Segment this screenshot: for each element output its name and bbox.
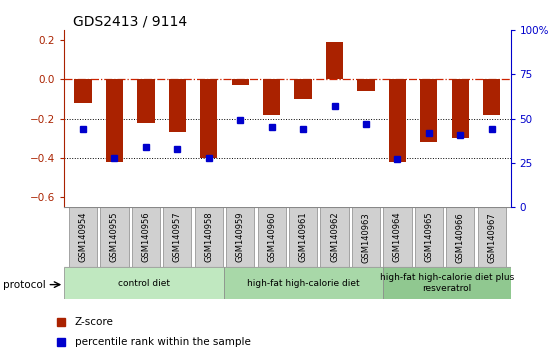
Bar [326, 42, 343, 79]
Text: GSM140955: GSM140955 [110, 212, 119, 262]
Text: high-fat high-calorie diet plus
resveratrol: high-fat high-calorie diet plus resverat… [379, 274, 514, 293]
Bar [420, 79, 437, 142]
Bar [169, 79, 186, 132]
Bar [195, 207, 223, 267]
Bar [478, 207, 506, 267]
Bar [224, 267, 383, 299]
Bar [451, 79, 469, 138]
Text: GSM140964: GSM140964 [393, 212, 402, 263]
Text: protocol: protocol [3, 280, 46, 290]
Text: GSM140961: GSM140961 [299, 212, 307, 263]
Text: GSM140967: GSM140967 [487, 212, 496, 263]
Bar [163, 207, 191, 267]
Bar [64, 267, 224, 299]
Text: GSM140962: GSM140962 [330, 212, 339, 263]
Text: percentile rank within the sample: percentile rank within the sample [75, 337, 251, 348]
Bar [483, 79, 501, 115]
Bar [132, 207, 160, 267]
Bar [137, 79, 155, 122]
Bar [357, 79, 374, 91]
Text: high-fat high-calorie diet: high-fat high-calorie diet [247, 279, 359, 288]
Text: GSM140959: GSM140959 [235, 212, 245, 262]
Bar [74, 79, 92, 103]
Text: GSM140956: GSM140956 [141, 212, 151, 263]
Bar [415, 207, 443, 267]
Bar [226, 207, 254, 267]
Bar [263, 79, 280, 115]
Text: Z-score: Z-score [75, 317, 114, 327]
Bar [383, 267, 511, 299]
Bar [200, 79, 218, 158]
Text: GSM140960: GSM140960 [267, 212, 276, 263]
Bar [106, 79, 123, 162]
Bar [352, 207, 380, 267]
Bar [295, 79, 312, 99]
Bar [320, 207, 349, 267]
Bar [383, 207, 412, 267]
Bar [389, 79, 406, 162]
Bar [289, 207, 318, 267]
Text: GSM140954: GSM140954 [79, 212, 88, 262]
Bar [100, 207, 128, 267]
Text: control diet: control diet [118, 279, 170, 288]
Bar [257, 207, 286, 267]
Bar [446, 207, 474, 267]
Text: GDS2413 / 9114: GDS2413 / 9114 [73, 14, 187, 28]
Text: GSM140958: GSM140958 [204, 212, 213, 263]
Bar [69, 207, 97, 267]
Text: GSM140963: GSM140963 [362, 212, 371, 263]
Text: GSM140966: GSM140966 [456, 212, 465, 263]
Bar [232, 79, 249, 85]
Text: GSM140957: GSM140957 [173, 212, 182, 263]
Text: GSM140965: GSM140965 [424, 212, 434, 263]
